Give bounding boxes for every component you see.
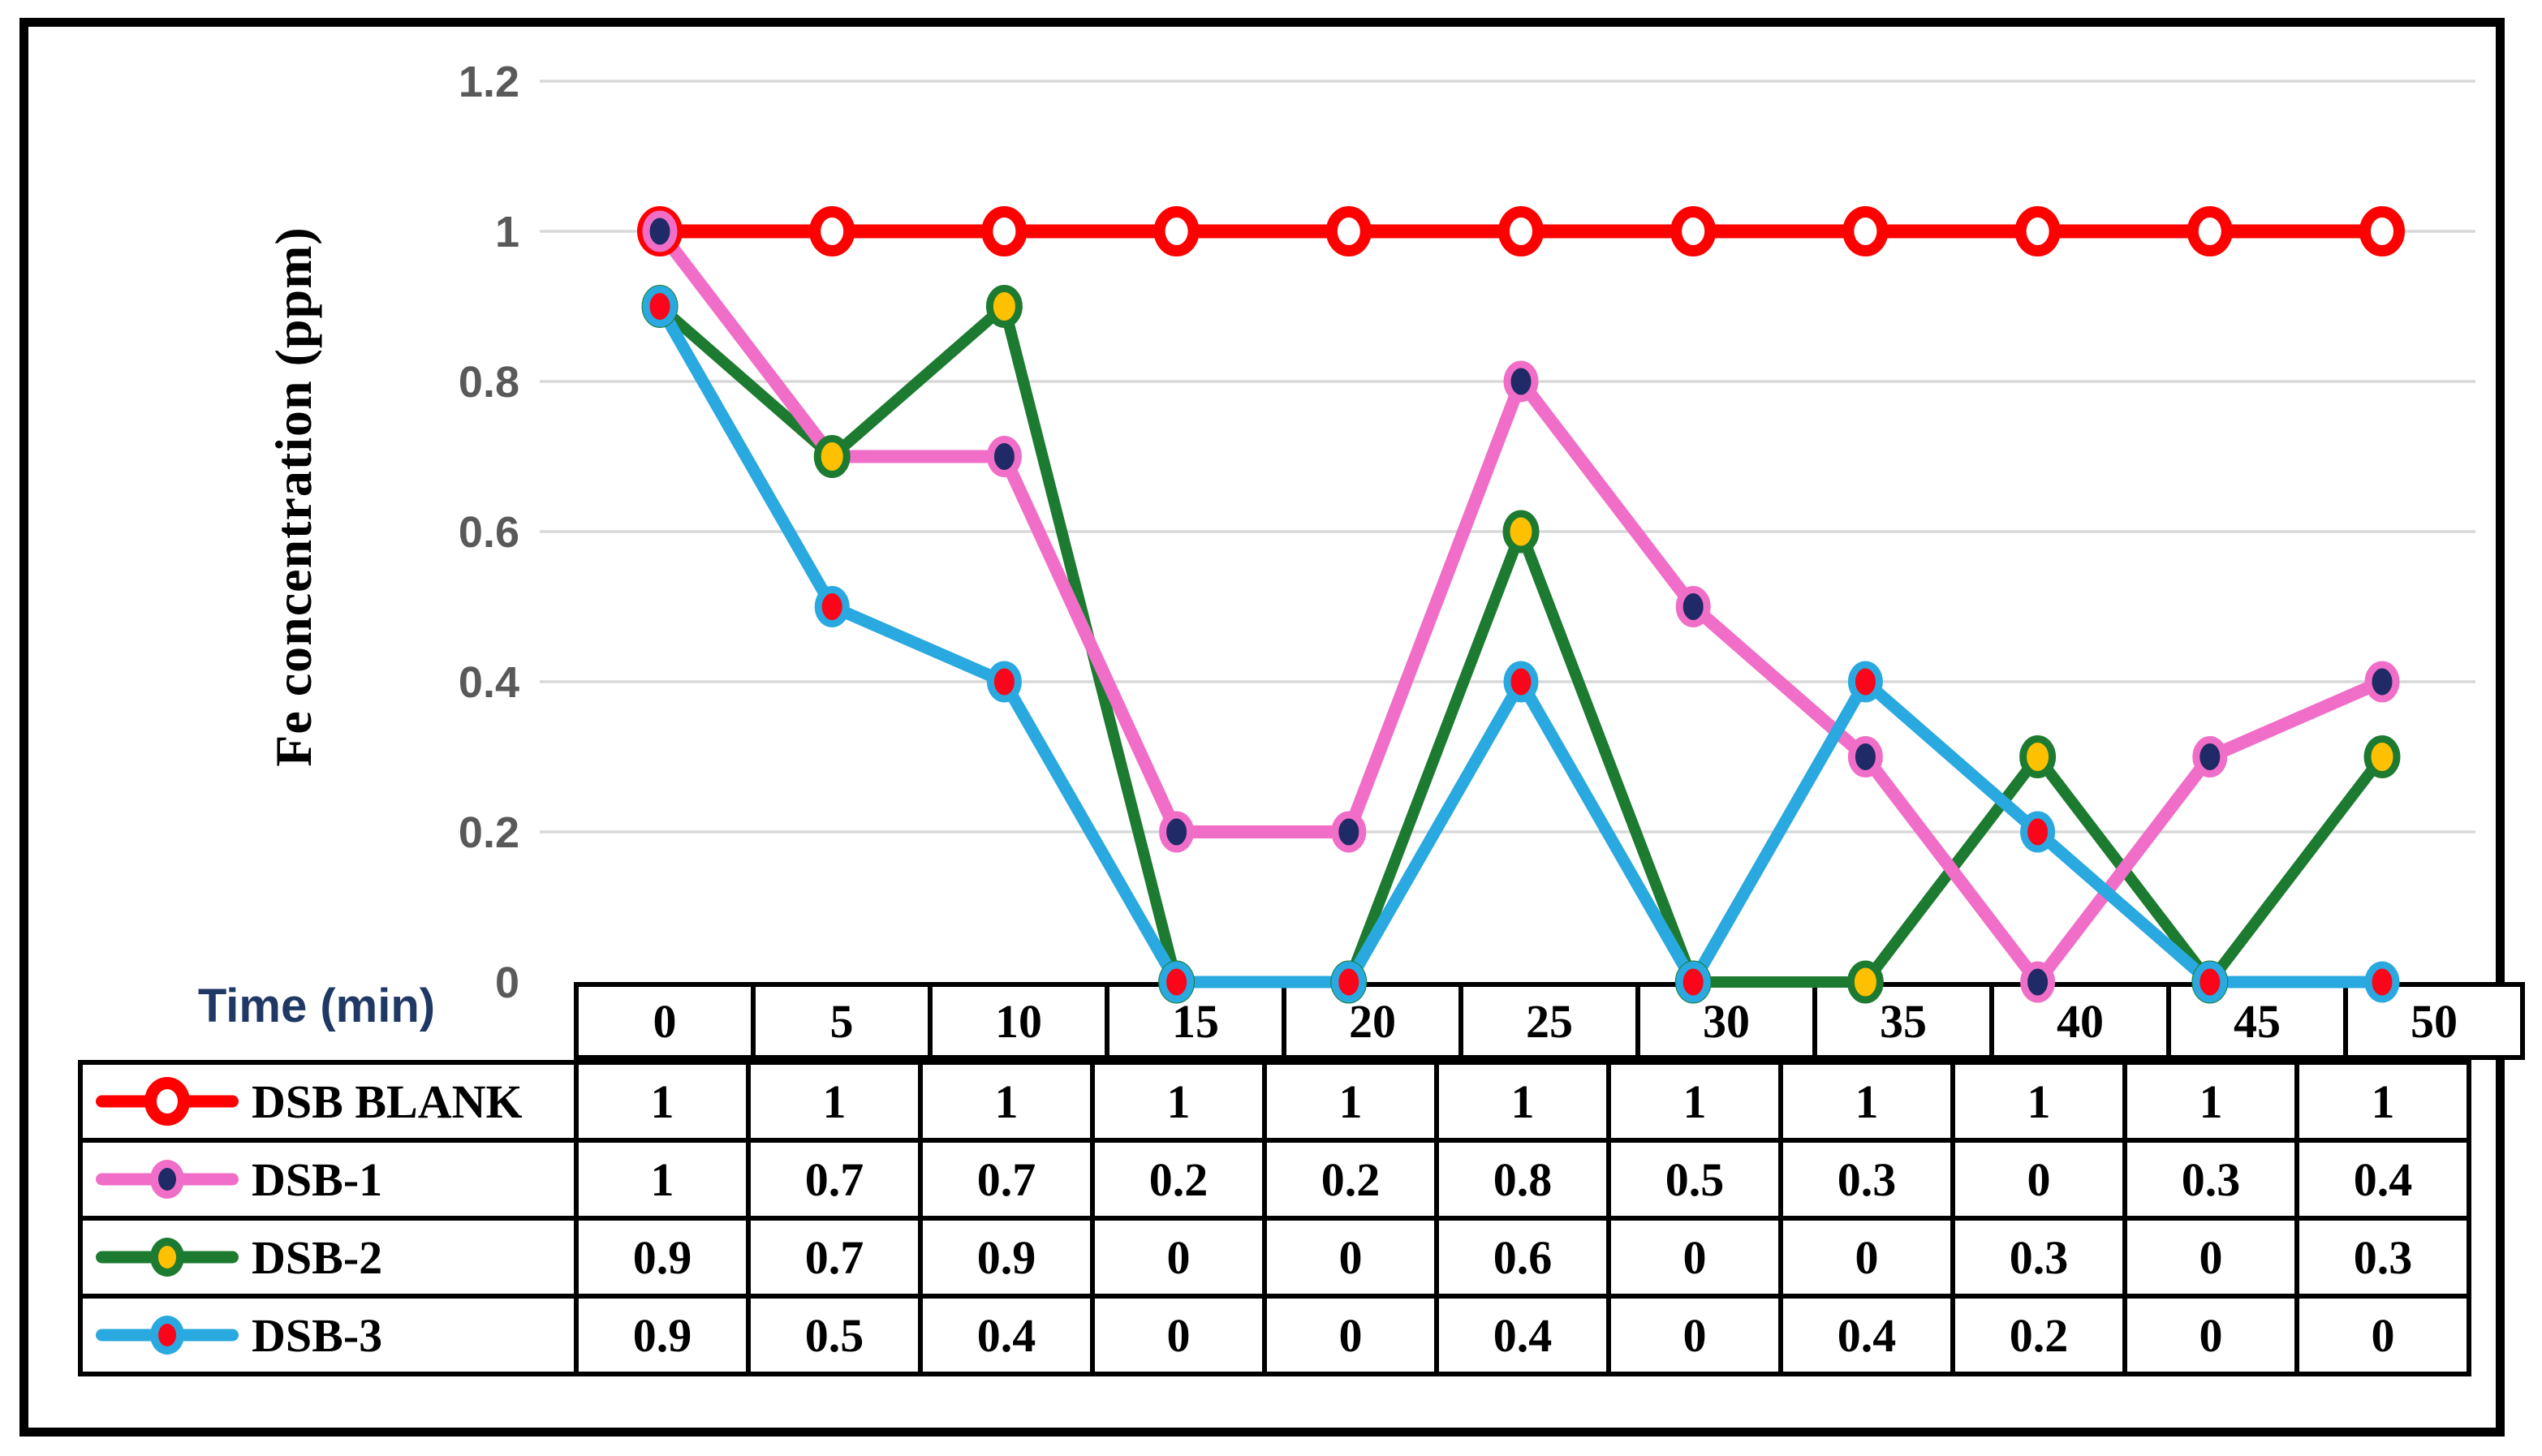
series-label-cell-dsb-3: DSB-3 <box>78 1294 579 1376</box>
value-dsb-blank-t0: 1 <box>574 1060 751 1143</box>
series-label-cell-dsb-blank: DSB BLANK <box>78 1060 579 1143</box>
value-dsb-1-t30: 0.5 <box>1606 1138 1783 1221</box>
value-dsb-3-t50: 0 <box>2294 1294 2471 1376</box>
time-col-header-30: 30 <box>1635 982 1817 1060</box>
time-col-header-35: 35 <box>1812 982 1994 1060</box>
time-col-header-25: 25 <box>1458 982 1640 1060</box>
value-dsb-3-t40: 0.2 <box>1950 1294 2127 1376</box>
value-dsb-blank-t35: 1 <box>1778 1060 1955 1143</box>
time-header-cells: 0 5 10 15 20 25 30 35 40 45 50 <box>574 982 2525 1060</box>
value-dsb-1-t10: 0.7 <box>918 1138 1095 1221</box>
value-dsb-blank-t45: 1 <box>2122 1060 2299 1143</box>
value-dsb-3-t5: 0.5 <box>746 1294 923 1376</box>
table-row-dsb-1: DSB-1 1 0.7 0.7 0.2 0.2 0.8 0.5 0.3 0 0.3 0.4 <box>78 1138 2471 1221</box>
y-axis-title: Fe concentration (ppm) <box>265 226 322 767</box>
time-col-header-40: 40 <box>1989 982 2171 1060</box>
value-dsb-3-t45: 0 <box>2122 1294 2299 1376</box>
value-dsb-2-t25: 0.6 <box>1434 1216 1611 1299</box>
value-dsb-blank-t40: 1 <box>1950 1060 2127 1143</box>
value-dsb-blank-t15: 1 <box>1090 1060 1267 1143</box>
value-dsb-1-t45: 0.3 <box>2122 1138 2299 1221</box>
time-col-header-5: 5 <box>751 982 933 1060</box>
time-col-header-15: 15 <box>1105 982 1286 1060</box>
time-col-header-50: 50 <box>2343 982 2525 1060</box>
table-row-dsb-2: DSB-2 0.9 0.7 0.9 0 0 0.6 0 0 0.3 0 0.3 <box>78 1216 2471 1299</box>
value-dsb-2-t15: 0 <box>1090 1216 1267 1299</box>
value-dsb-1-t5: 0.7 <box>746 1138 923 1221</box>
value-dsb-blank-t50: 1 <box>2294 1060 2471 1143</box>
x-axis-title: Time (min) <box>197 980 436 1032</box>
table-row-dsb-blank: DSB BLANK 1 1 1 1 1 1 1 1 1 1 1 <box>78 1060 2471 1143</box>
value-dsb-3-t30: 0 <box>1606 1294 1783 1376</box>
legend-swatch-icon-dsb-3 <box>94 1309 240 1361</box>
value-dsb-1-t35: 0.3 <box>1778 1138 1955 1221</box>
value-dsb-blank-t10: 1 <box>918 1060 1095 1143</box>
value-dsb-blank-t25: 1 <box>1434 1060 1611 1143</box>
legend-swatch-icon-dsb-1 <box>94 1153 240 1205</box>
time-col-header-10: 10 <box>928 982 1109 1060</box>
value-dsb-2-t35: 0 <box>1778 1216 1955 1299</box>
value-dsb-1-t40: 0 <box>1950 1138 2127 1221</box>
series-label-dsb-3: DSB-3 <box>252 1308 383 1362</box>
legend-swatch-icon-dsb-2 <box>94 1231 240 1283</box>
series-label-dsb-blank: DSB BLANK <box>252 1075 523 1128</box>
legend-swatch-icon-dsb-blank <box>94 1075 240 1127</box>
value-dsb-3-t20: 0 <box>1262 1294 1439 1376</box>
value-dsb-blank-t5: 1 <box>746 1060 923 1143</box>
series-label-dsb-1: DSB-1 <box>252 1152 383 1206</box>
value-dsb-3-t15: 0 <box>1090 1294 1267 1376</box>
data-table: DSB BLANK 1 1 1 1 1 1 1 1 1 1 1 DSB-1 1 0.7 0.7 0.2 0.2 0.… <box>78 1060 2471 1376</box>
series-label-cell-dsb-1: DSB-1 <box>78 1138 579 1221</box>
value-dsb-2-t0: 0.9 <box>574 1216 751 1299</box>
value-dsb-3-t0: 0.9 <box>574 1294 751 1376</box>
value-dsb-1-t20: 0.2 <box>1262 1138 1439 1221</box>
value-dsb-1-t50: 0.4 <box>2294 1138 2471 1221</box>
value-dsb-1-t15: 0.2 <box>1090 1138 1267 1221</box>
value-dsb-3-t25: 0.4 <box>1434 1294 1611 1376</box>
value-dsb-1-t25: 0.8 <box>1434 1138 1611 1221</box>
value-dsb-2-t50: 0.3 <box>2294 1216 2471 1299</box>
time-col-header-45: 45 <box>2166 982 2348 1060</box>
value-dsb-2-t5: 0.7 <box>746 1216 923 1299</box>
value-dsb-2-t45: 0 <box>2122 1216 2299 1299</box>
series-label-dsb-2: DSB-2 <box>252 1230 383 1284</box>
value-dsb-2-t20: 0 <box>1262 1216 1439 1299</box>
value-dsb-blank-t30: 1 <box>1606 1060 1783 1143</box>
table-row-dsb-3: DSB-3 0.9 0.5 0.4 0 0 0.4 0 0.4 0.2 0 0 <box>78 1294 2471 1376</box>
value-dsb-2-t10: 0.9 <box>918 1216 1095 1299</box>
time-header-row: 0 5 10 15 20 25 30 35 40 45 50 <box>574 982 2525 1060</box>
time-col-header-20: 20 <box>1282 982 1463 1060</box>
value-dsb-2-t40: 0.3 <box>1950 1216 2127 1299</box>
value-dsb-3-t35: 0.4 <box>1778 1294 1955 1376</box>
value-dsb-3-t10: 0.4 <box>918 1294 1095 1376</box>
time-col-header-0: 0 <box>574 982 756 1060</box>
value-dsb-blank-t20: 1 <box>1262 1060 1439 1143</box>
value-dsb-1-t0: 1 <box>574 1138 751 1221</box>
value-dsb-2-t30: 0 <box>1606 1216 1783 1299</box>
series-label-cell-dsb-2: DSB-2 <box>78 1216 579 1299</box>
